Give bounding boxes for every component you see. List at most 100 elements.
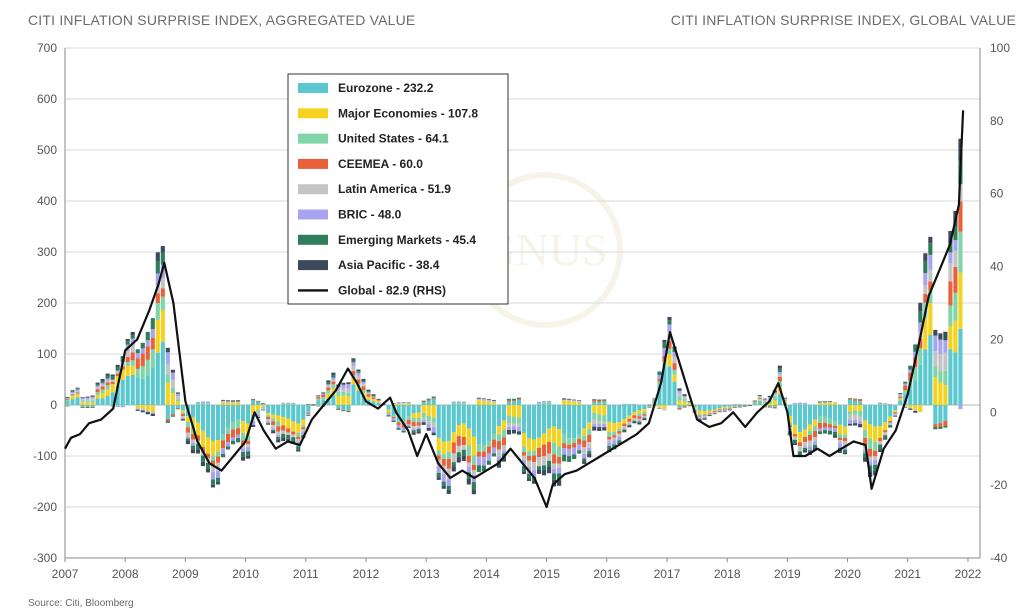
bar-segment <box>476 451 481 457</box>
bar-segment <box>943 425 948 428</box>
bar-segment <box>281 437 286 442</box>
bar-segment <box>572 400 577 402</box>
bar-segment <box>873 441 878 451</box>
bar-segment <box>341 395 346 405</box>
bar-segment <box>246 435 251 441</box>
bar-segment <box>807 430 812 435</box>
bar-segment <box>175 399 180 402</box>
bar-segment <box>406 424 411 427</box>
bar-segment <box>100 381 105 384</box>
bar-segment <box>923 273 928 286</box>
bar-segment <box>241 451 246 457</box>
bar-segment <box>521 455 527 461</box>
bar-segment <box>271 421 276 426</box>
bar-segment <box>416 422 421 426</box>
bar-segment <box>642 414 647 416</box>
bar-segment <box>65 396 70 398</box>
legend: Eurozone - 232.2 Major Economies - 107.8 U… <box>287 73 509 305</box>
bar-segment <box>256 410 261 413</box>
y-left-tick-label: -200 <box>33 500 57 514</box>
bar-segment <box>306 404 311 405</box>
axes: -300-200-1000100200300400500600700-40-20… <box>33 41 1010 581</box>
bar-segment <box>817 405 823 417</box>
bar-segment <box>542 456 547 466</box>
bar-segment <box>486 399 491 400</box>
bar-segment <box>436 450 441 456</box>
bar-segment <box>762 399 767 401</box>
bar-segment <box>70 396 75 400</box>
bar-segment <box>762 402 767 404</box>
legend-swatch <box>298 83 328 93</box>
bar-segment <box>471 482 476 490</box>
bar-segment <box>642 415 647 417</box>
bar-segment <box>672 369 677 375</box>
bar-segment <box>511 398 517 400</box>
bar-segment <box>567 448 572 457</box>
chart-title-left: CITI INFLATION SURPRISE INDEX, AGGREGATE… <box>28 12 416 28</box>
bar-segment <box>80 396 85 398</box>
bar-segment <box>225 405 231 427</box>
bar-segment <box>797 402 802 405</box>
bar-segment <box>622 423 627 427</box>
bar-segment <box>923 293 928 303</box>
bar-segment <box>466 405 471 429</box>
bar-segment <box>276 439 281 443</box>
bar-segment <box>466 462 471 467</box>
bar-segment <box>471 464 476 471</box>
bar-segment <box>878 405 883 426</box>
bar-segment <box>256 412 261 415</box>
bar-segment <box>531 480 537 484</box>
bar-segment <box>356 375 361 380</box>
x-tick-label: 2015 <box>533 567 560 581</box>
bar-segment <box>456 445 461 453</box>
bar-segment <box>848 414 853 420</box>
bar-segment <box>145 331 150 341</box>
bar-segment <box>481 457 486 466</box>
bar-segment <box>236 402 241 405</box>
bar-segment <box>461 423 466 437</box>
bar-segment <box>547 402 552 405</box>
bar-segment <box>923 349 928 405</box>
bar-segment <box>431 397 436 399</box>
bar-segment <box>587 429 592 436</box>
bar-segment <box>326 398 331 405</box>
bar-segment <box>85 401 90 403</box>
bar-segment <box>697 416 702 418</box>
bar-segment <box>125 350 130 358</box>
bar-segment <box>75 390 80 393</box>
bar-segment <box>251 405 256 415</box>
bar-segment <box>727 406 732 408</box>
bar-segment <box>843 405 848 427</box>
bar-segment <box>406 403 411 404</box>
bar-segment <box>85 402 90 405</box>
bar-segment <box>672 374 677 382</box>
bar-segment <box>622 419 627 424</box>
bar-segment <box>291 403 296 405</box>
bar-segment <box>717 411 722 412</box>
bar-segment <box>607 405 612 422</box>
bar-segment <box>220 434 226 441</box>
bar-segment <box>582 435 587 441</box>
bar-segment <box>597 400 602 402</box>
bar-segment <box>702 413 707 416</box>
bar-segment <box>130 365 135 375</box>
bar-segment <box>863 457 868 462</box>
bar-segment <box>441 405 446 442</box>
bar-segment <box>772 405 777 407</box>
bar-segment <box>617 436 622 441</box>
bar-segment <box>210 484 216 488</box>
x-tick-label: 2019 <box>774 567 801 581</box>
bar-segment <box>617 440 622 443</box>
bar-segment <box>817 422 823 429</box>
bar-segment <box>767 405 772 407</box>
bar-segment <box>336 405 341 409</box>
bar-segment <box>933 405 938 425</box>
bar-segment <box>627 403 632 405</box>
bar-segment <box>647 406 652 408</box>
bar-segment <box>592 412 597 420</box>
bar-segment <box>547 460 552 467</box>
bar-segment <box>677 407 682 410</box>
bar-segment <box>391 420 396 423</box>
bar-segment <box>807 424 812 431</box>
bar-segment <box>456 456 461 463</box>
